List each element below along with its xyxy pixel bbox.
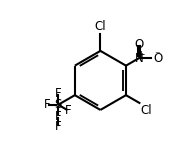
Text: O: O: [153, 52, 163, 65]
Text: ⁻: ⁻: [154, 50, 160, 60]
Text: N: N: [134, 52, 143, 65]
Text: Cl: Cl: [94, 20, 106, 33]
Text: F: F: [55, 110, 62, 123]
Text: O: O: [134, 38, 143, 51]
Text: F: F: [43, 98, 50, 111]
Text: +: +: [137, 50, 146, 60]
Text: F: F: [65, 104, 71, 117]
Text: Cl: Cl: [141, 104, 152, 117]
Text: S: S: [55, 98, 62, 111]
Text: F: F: [55, 120, 62, 133]
Text: F: F: [55, 87, 62, 100]
